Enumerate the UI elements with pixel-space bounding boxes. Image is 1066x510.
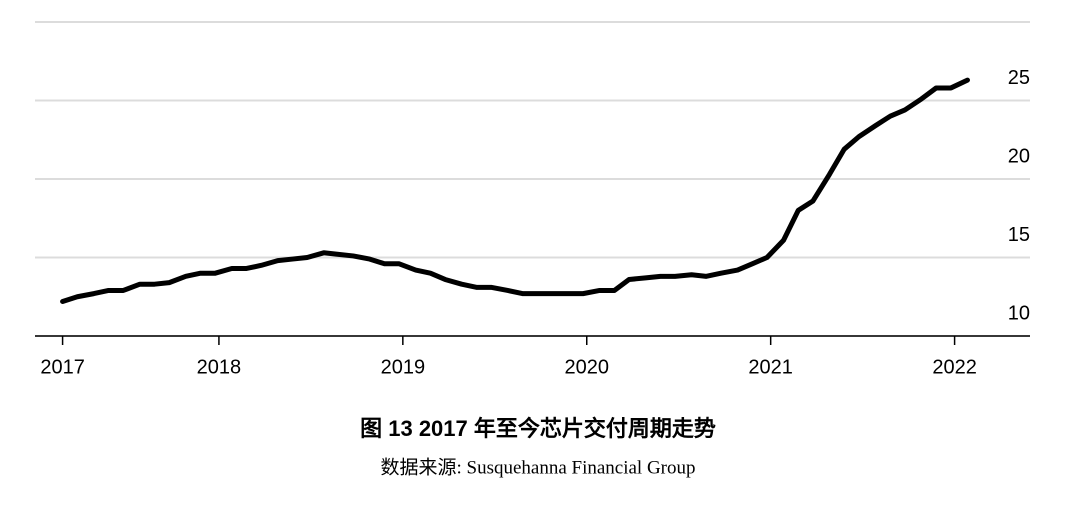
x-tick-label: 2018	[197, 356, 242, 378]
x-tick-label: 2017	[40, 356, 85, 378]
x-tick-label: 2020	[565, 356, 610, 378]
y-tick-label: 15	[1008, 224, 1030, 246]
x-tick-label: 2021	[748, 356, 793, 378]
x-tick-label: 2019	[381, 356, 426, 378]
x-tick-label: 2022	[932, 356, 977, 378]
y-tick-label: 10	[1008, 302, 1030, 324]
chart-title: 图 13 2017 年至今芯片交付周期走势	[360, 416, 716, 441]
y-tick-label: 20	[1008, 145, 1030, 167]
data-line	[60, 77, 970, 304]
chart-source: 数据来源: Susquehanna Financial Group	[380, 456, 695, 478]
y-tick-label: 25	[1008, 67, 1030, 89]
